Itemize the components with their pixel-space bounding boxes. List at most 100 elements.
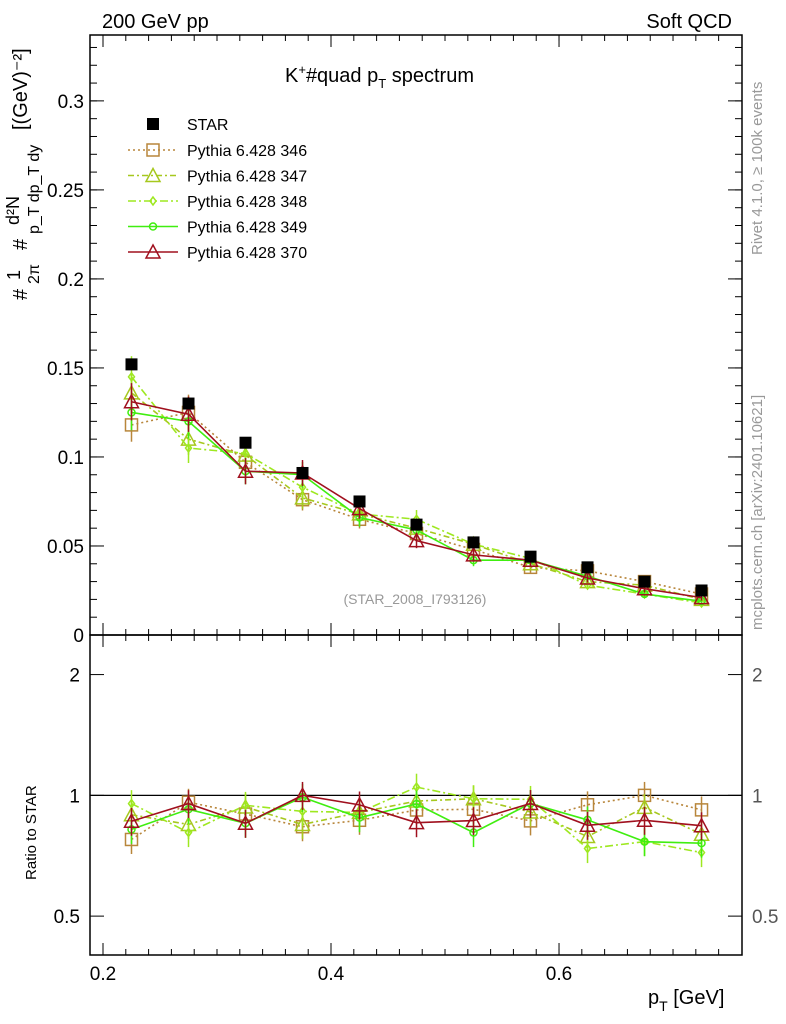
reference-point: [410, 518, 423, 531]
ratio-point: [294, 786, 311, 803]
ratio-tick-label: 2: [69, 666, 80, 687]
reference-point: [239, 436, 252, 449]
legend-label: Pythia 6.428 349: [187, 220, 307, 237]
ratio-line: [131, 786, 702, 854]
data-point: [693, 589, 710, 605]
ratio-point: [237, 814, 254, 831]
rivet-label: Rivet 4.1.0, ≥ 100k events: [749, 82, 766, 255]
ratio-point: [412, 799, 421, 809]
analysis-watermark: (STAR_2008_I793126): [344, 591, 487, 607]
legend-marker: [148, 222, 158, 231]
svg-text:#: #: [10, 288, 32, 300]
data-point: [123, 393, 140, 409]
y-tick-label: 0.3: [58, 92, 84, 113]
reference-point: [182, 397, 195, 410]
ratio-point: [522, 794, 539, 811]
ratio-point: [583, 843, 592, 854]
data-point: [180, 405, 197, 421]
ratio-point: [180, 794, 197, 811]
ratio-tick-label-right: 2: [752, 666, 763, 687]
ratio-point: [469, 793, 478, 804]
legend-marker: [144, 166, 162, 183]
legend-label: Pythia 6.428 347: [187, 169, 307, 186]
series-line: [131, 411, 702, 595]
reference-point: [695, 584, 708, 597]
ratio-point: [294, 815, 311, 832]
data-point: [298, 481, 307, 493]
ratio-point: [184, 827, 193, 838]
data-point: [636, 580, 653, 596]
y-tick-label: 0.05: [47, 537, 84, 558]
svg-text:[(GeV)⁻²]: [(GeV)⁻²]: [10, 48, 32, 130]
ratio-tick-label-right: 1: [752, 786, 763, 807]
ratio-point: [123, 812, 140, 829]
legend-label: Pythia 6.428 346: [187, 143, 307, 160]
data-point: [522, 555, 539, 571]
legend-marker: [149, 195, 157, 207]
x-tick-label: 0.2: [90, 964, 116, 985]
y-tick-label: 0.2: [58, 270, 84, 291]
ratio-tick-label: 1: [69, 786, 80, 807]
svg-text:d²N: d²N: [3, 196, 23, 225]
svg-text:p_T dp_T dy: p_T dp_T dy: [26, 145, 43, 234]
header-right: Soft QCD: [646, 11, 732, 33]
reference-point: [638, 575, 651, 588]
series-line: [131, 400, 702, 599]
ratio-point: [408, 814, 425, 830]
ratio-point: [636, 811, 653, 828]
chart-title: K+#quad pT spectrum: [285, 62, 474, 91]
legend-marker: [146, 143, 160, 157]
data-point: [408, 532, 425, 548]
ratio-point: [579, 816, 596, 833]
data-point: [237, 462, 254, 478]
legend-marker: [147, 118, 159, 130]
reference-point: [353, 495, 366, 508]
svg-text:2π: 2π: [26, 264, 43, 284]
x-tick-label: 0.4: [318, 964, 345, 985]
data-point: [294, 489, 311, 505]
legend-marker: [144, 243, 162, 259]
series-line: [131, 411, 702, 602]
x-axis-label: pT [GeV]: [648, 987, 724, 1014]
data-point: [127, 371, 136, 383]
data-point: [184, 442, 193, 454]
reference-point: [581, 561, 594, 574]
series-line: [130, 392, 702, 601]
svg-text:#: #: [10, 238, 32, 250]
reference-point: [467, 536, 480, 549]
series-line: [130, 376, 702, 604]
y-tick-label: 0.25: [47, 181, 84, 202]
ratio-point: [465, 811, 482, 828]
data-point: [579, 569, 596, 585]
reference-point: [524, 550, 537, 563]
ratio-y-label: Ratio to STAR: [23, 785, 40, 880]
ratio-point: [693, 817, 710, 833]
reference-point: [125, 358, 138, 371]
x-tick-label: 0.6: [546, 964, 572, 985]
legend-label: Pythia 6.428 370: [187, 245, 307, 262]
data-point: [351, 500, 368, 516]
y-tick-label: 0.1: [58, 448, 84, 469]
data-point: [241, 448, 250, 459]
svg-text:1: 1: [4, 270, 24, 280]
header-left: 200 GeV pp: [102, 11, 209, 33]
ratio-point: [298, 806, 307, 817]
legend-label: Pythia 6.428 348: [187, 194, 307, 211]
ratio-point: [241, 800, 250, 811]
legend-label: STAR: [187, 117, 228, 134]
reference-point: [296, 466, 309, 479]
ratio-tick-label-right: 0.5: [752, 907, 778, 928]
ratio-point: [127, 798, 136, 809]
ratio-point: [640, 837, 649, 846]
y-axis-label: # 1 2π # d²N p_T dp_T dy [(GeV)⁻²]: [3, 48, 43, 300]
data-point: [465, 546, 482, 562]
y-tick-label: 0.15: [47, 359, 84, 380]
mcplots-label: mcplots.cern.ch [arXiv:2401.10621]: [749, 395, 766, 630]
series-4: Pythia 6.428 370: [123, 243, 710, 841]
ratio-tick-label: 0.5: [54, 907, 80, 928]
ratio-point: [351, 796, 368, 812]
series-1: Pythia 6.428 347: [123, 166, 710, 852]
y-tick-label: 0: [73, 626, 84, 647]
